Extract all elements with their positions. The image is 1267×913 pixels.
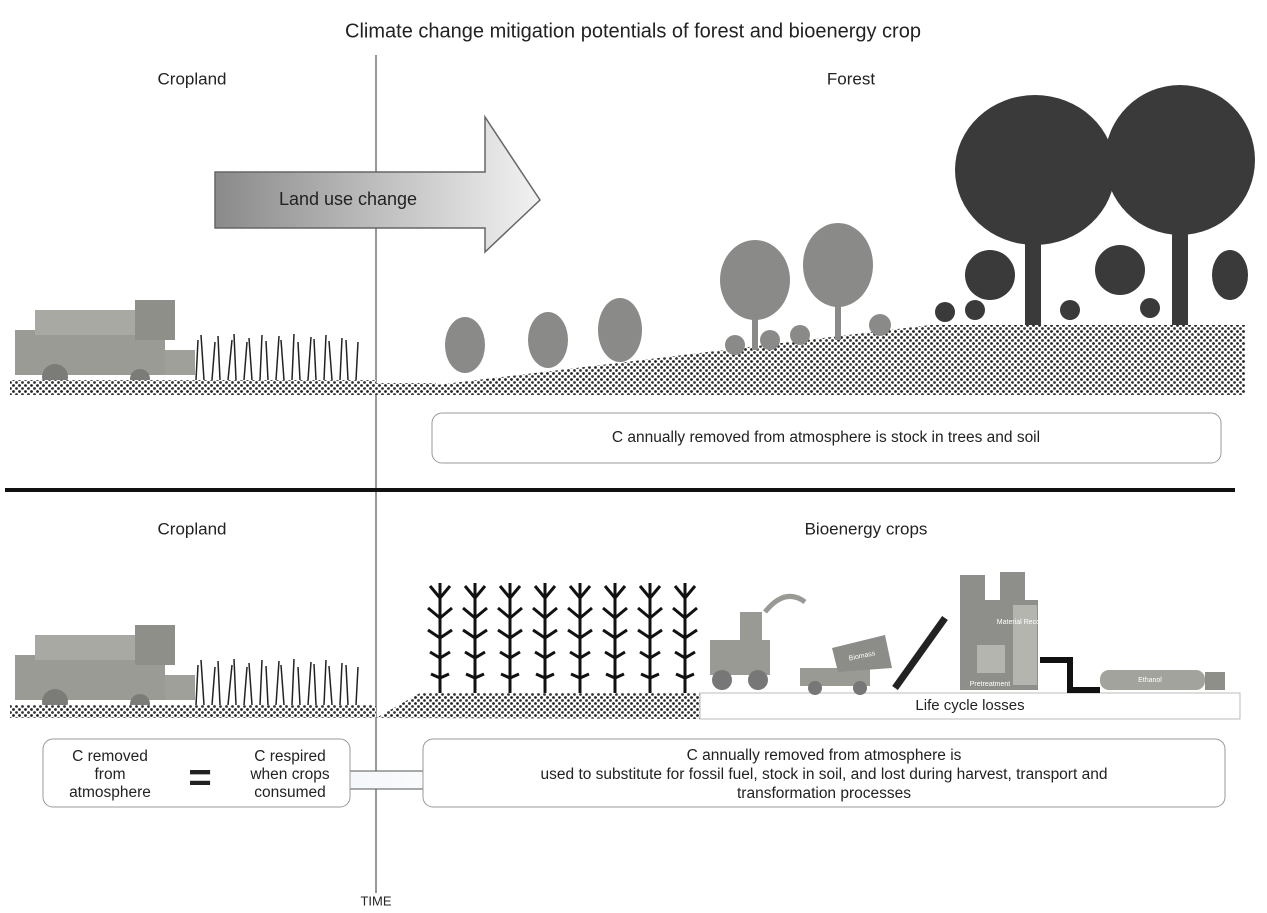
harvester-icon: [15, 625, 195, 715]
text-line: C respired: [254, 748, 326, 765]
crop-grass: [196, 334, 358, 380]
text-line: used to substitute for fossil fuel, stoc…: [541, 766, 1108, 783]
diagram: Climate change mitigation potentials of …: [0, 0, 1267, 913]
text-line: consumed: [254, 784, 326, 801]
process-label: Ethanol: [1138, 677, 1162, 684]
soil-strip: [10, 705, 376, 718]
top-left-label: Cropland: [158, 69, 227, 88]
top-note: C annually removed from atmosphere is st…: [612, 429, 1040, 446]
text-line: atmosphere: [69, 784, 151, 801]
land-use-arrow: [215, 117, 540, 252]
time-label: TIME: [360, 893, 391, 908]
big-trees: [935, 85, 1255, 325]
top-right-label: Forest: [827, 69, 875, 88]
process-icons: Biomass Material Recovery Pretreatment E…: [710, 572, 1225, 695]
crop-soil: [376, 693, 700, 719]
losses-label: Life cycle losses: [915, 697, 1024, 714]
page: {"title": "Climate change mitigation pot…: [0, 0, 1267, 913]
title: Climate change mitigation potentials of …: [345, 20, 921, 42]
bottom-right-label: Bioenergy crops: [805, 519, 928, 538]
text-line: C annually removed from atmosphere is: [687, 747, 962, 764]
bottom-left-label: Cropland: [158, 519, 227, 538]
harvester-icon: [15, 300, 195, 390]
equals-sign: =: [188, 756, 211, 800]
text-line: C removed: [72, 748, 148, 765]
text-line: when crops: [249, 766, 330, 783]
crop-grass: [196, 659, 358, 705]
text-line: from: [95, 766, 126, 783]
text-line: transformation processes: [737, 785, 911, 802]
arrow-label: Land use change: [279, 189, 417, 209]
corn-field: [428, 583, 697, 693]
soil-strip: [376, 383, 436, 395]
soil-strip: [10, 380, 376, 395]
process-label: Pretreatment: [970, 681, 1011, 688]
process-label: Material Recovery: [997, 619, 1054, 626]
